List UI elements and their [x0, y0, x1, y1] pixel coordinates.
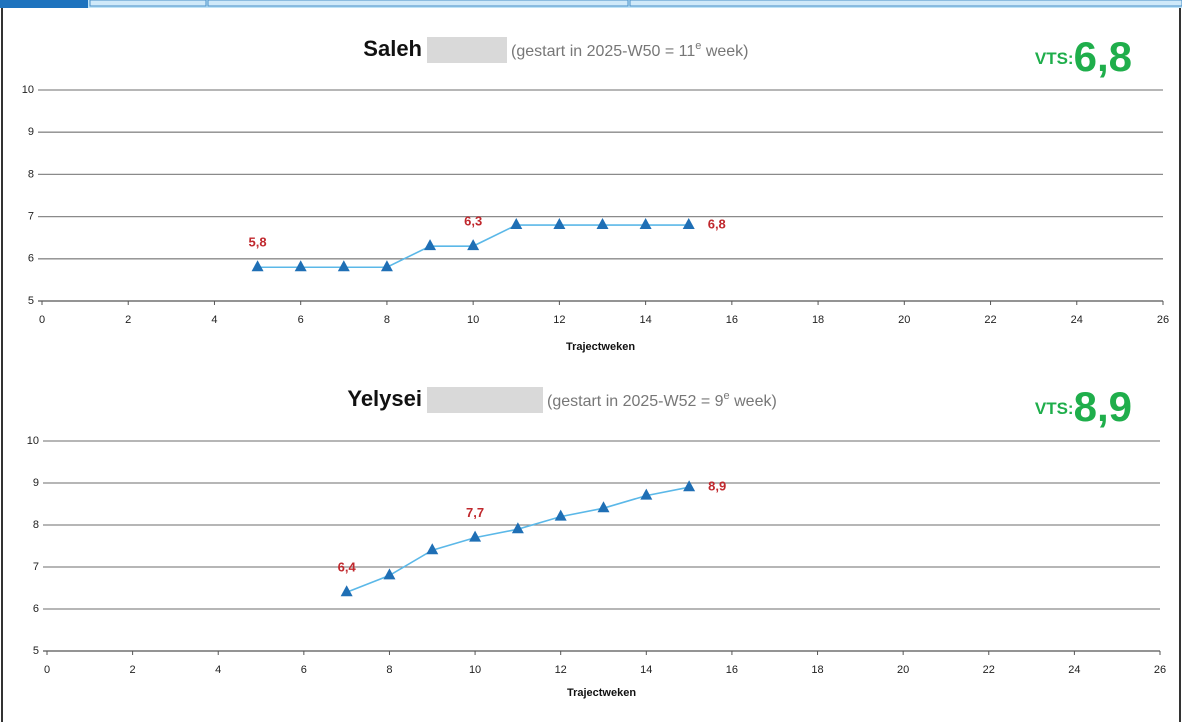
- y-tick-label: 7: [28, 211, 34, 223]
- marker: [682, 218, 695, 230]
- x-tick-label: 22: [984, 314, 996, 326]
- x-tick-label: 16: [726, 314, 738, 326]
- x-tick-label: 8: [384, 314, 390, 326]
- x-tick-label: 14: [639, 314, 651, 326]
- tab[interactable]: [89, 0, 207, 7]
- x-tick-label: 6: [298, 314, 304, 326]
- x-tick-label: 8: [386, 664, 392, 676]
- x-tick-label: 26: [1157, 314, 1169, 326]
- marker: [640, 488, 653, 500]
- redacted: [427, 387, 543, 413]
- value-label: 7,7: [466, 505, 484, 520]
- x-tick-label: 0: [44, 664, 50, 676]
- x-tick-label: 26: [1154, 664, 1166, 676]
- subtitle-sup: e: [724, 390, 730, 402]
- marker: [337, 260, 350, 272]
- x-tick-label: 14: [640, 664, 652, 676]
- series-line: [346, 486, 690, 593]
- marker: [383, 568, 396, 580]
- tab[interactable]: [629, 0, 1182, 7]
- x-tick-label: 10: [467, 314, 479, 326]
- vts: VTS:6,8: [1035, 33, 1132, 80]
- y-tick-label: 9: [28, 126, 34, 138]
- person-name: Yelysei: [347, 386, 422, 411]
- x-tick-label: 4: [215, 664, 221, 676]
- x-tick-label: 2: [130, 664, 136, 676]
- subtitle-rest: week): [730, 393, 777, 410]
- marker: [426, 543, 439, 555]
- vts-value: 8,9: [1074, 383, 1132, 430]
- x-tick-label: 18: [811, 664, 823, 676]
- y-tick-label: 6: [28, 253, 34, 265]
- marker: [424, 239, 437, 251]
- subtitle: (gestart in 2025-W52 = 9e week): [547, 390, 777, 410]
- value-label: 6,8: [708, 216, 726, 231]
- tab[interactable]: [207, 0, 629, 7]
- x-tick-label: 0: [39, 314, 45, 326]
- marker: [294, 260, 307, 272]
- person-name: Saleh: [363, 36, 422, 61]
- tab[interactable]: [0, 0, 88, 8]
- marker: [510, 218, 523, 230]
- value-label: 5,8: [249, 235, 267, 250]
- x-tick-label: 10: [469, 664, 481, 676]
- value-label: 8,9: [708, 479, 726, 494]
- subtitle-text: (gestart in 2025-W50 = 11: [511, 43, 695, 60]
- y-tick-label: 8: [28, 168, 34, 180]
- marker: [469, 530, 482, 542]
- subtitle: (gestart in 2025-W50 = 11e week): [511, 40, 749, 60]
- subtitle-rest: week): [701, 43, 748, 60]
- marker: [467, 239, 480, 251]
- marker: [340, 585, 353, 597]
- marker: [380, 260, 393, 272]
- x-tick-label: 6: [301, 664, 307, 676]
- y-tick-label: 6: [33, 603, 39, 615]
- x-tick-label: 2: [125, 314, 131, 326]
- vts-value: 6,8: [1074, 33, 1132, 80]
- vts: VTS:8,9: [1035, 383, 1132, 430]
- x-tick-label: 24: [1068, 664, 1080, 676]
- y-tick-label: 10: [22, 84, 34, 96]
- marker: [554, 509, 567, 521]
- x-tick-label: 16: [726, 664, 738, 676]
- x-tick-label: 20: [898, 314, 910, 326]
- x-tick-label: 12: [555, 664, 567, 676]
- x-tick-label: 18: [812, 314, 824, 326]
- x-tick-label: 24: [1071, 314, 1083, 326]
- y-tick-label: 9: [33, 477, 39, 489]
- x-tick-label: 12: [553, 314, 565, 326]
- redacted: [427, 37, 507, 63]
- marker: [683, 480, 696, 492]
- subtitle-sup: e: [695, 40, 701, 52]
- x-tick-label: 4: [211, 314, 217, 326]
- x-tick-label: 20: [897, 664, 909, 676]
- value-label: 6,4: [338, 560, 357, 575]
- marker: [553, 218, 566, 230]
- x-axis-label: Trajectweken: [566, 341, 635, 353]
- y-tick-label: 5: [28, 295, 34, 307]
- value-label: 6,3: [464, 214, 482, 229]
- vts-label: VTS:: [1035, 399, 1074, 418]
- subtitle-text: (gestart in 2025-W52 = 9: [547, 393, 724, 410]
- x-axis-label: Trajectweken: [567, 687, 636, 699]
- marker: [251, 260, 264, 272]
- y-tick-label: 10: [27, 435, 39, 447]
- marker: [639, 218, 652, 230]
- marker: [511, 522, 524, 534]
- marker: [597, 501, 610, 513]
- y-tick-label: 5: [33, 645, 39, 657]
- x-tick-label: 22: [983, 664, 995, 676]
- y-tick-label: 7: [33, 561, 39, 573]
- y-tick-label: 8: [33, 519, 39, 531]
- vts-label: VTS:: [1035, 49, 1074, 68]
- marker: [596, 218, 609, 230]
